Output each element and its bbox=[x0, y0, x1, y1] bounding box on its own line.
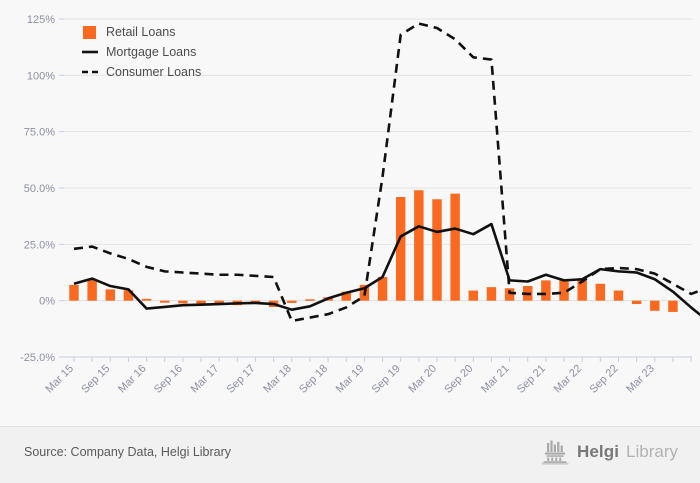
bar-retail-loans bbox=[178, 300, 188, 304]
bar-retail-loans bbox=[468, 290, 479, 301]
x-axis-tick-label: Mar 15 bbox=[43, 363, 76, 396]
x-axis-tick-label: Mar 18 bbox=[261, 363, 294, 396]
y-axis-tick-label: 0% bbox=[39, 296, 55, 308]
line-mortgage-loans bbox=[73, 222, 700, 317]
y-axis-tick-label: -25.0% bbox=[20, 352, 55, 364]
bar-retail-loans bbox=[305, 299, 315, 301]
bar-retail-loans bbox=[504, 288, 515, 301]
brand-suffix: Library bbox=[626, 442, 678, 461]
bar-retail-loans bbox=[214, 300, 224, 305]
legend-marker-retail-loans bbox=[83, 26, 96, 39]
y-axis-tick-label: 125% bbox=[27, 14, 55, 26]
bar-retail-loans bbox=[432, 199, 442, 301]
helgi-bridge-icon bbox=[540, 440, 569, 465]
legend-label[interactable]: Retail Loans bbox=[106, 25, 176, 39]
chart-footer: Source: Company Data, Helgi Library bbox=[0, 426, 700, 483]
x-axis-tick-label: Sep 16 bbox=[152, 363, 185, 396]
bar-retail-loans bbox=[141, 298, 152, 301]
bar-retail-loans bbox=[69, 284, 79, 301]
x-axis-tick-label: Sep 21 bbox=[515, 363, 548, 396]
legend-label[interactable]: Consumer Loans bbox=[106, 65, 201, 79]
bar-retail-loans bbox=[287, 300, 297, 303]
x-axis-tick-label: Sep 15 bbox=[79, 363, 112, 396]
bar-retail-loans bbox=[196, 300, 206, 304]
bar-retail-loans bbox=[395, 197, 406, 301]
bar-retail-loans bbox=[87, 279, 97, 301]
bar-retail-loans bbox=[559, 279, 569, 301]
bar-retail-loans bbox=[105, 289, 116, 301]
x-axis-tick-label: Sep 19 bbox=[370, 363, 403, 396]
source-note: Source: Company Data, Helgi Library bbox=[24, 445, 232, 459]
helgi-library-logo: Helgi Library bbox=[540, 439, 678, 465]
x-axis-tick-label: Sep 18 bbox=[297, 363, 330, 396]
bar-retail-loans bbox=[613, 290, 624, 301]
bar-retail-loans bbox=[650, 300, 660, 311]
x-axis-tick-label: Sep 22 bbox=[587, 363, 620, 396]
brand-name: Helgi bbox=[576, 442, 620, 461]
bar-retail-loans bbox=[123, 290, 134, 301]
y-axis-tick-label: 25.0% bbox=[24, 239, 55, 251]
bar-retail-loans bbox=[450, 193, 460, 301]
chart-plot-area: -25.0%0%25.0%50.0%75.0%100%125%Mar 15 Sep… bbox=[20, 14, 700, 396]
bar-retail-loans bbox=[668, 300, 678, 312]
bar-retail-loans bbox=[631, 300, 642, 305]
bar-retail-loans bbox=[341, 291, 351, 301]
x-axis-tick-label: Mar 22 bbox=[552, 363, 585, 396]
bar-retail-loans bbox=[414, 190, 424, 301]
y-axis-tick-label: 100% bbox=[27, 70, 55, 82]
x-axis-tick-label: Mar 19 bbox=[334, 363, 367, 396]
line-consumer-loans bbox=[73, 22, 700, 323]
bar-retail-loans bbox=[577, 280, 587, 301]
bar-retail-loans bbox=[377, 277, 388, 301]
x-axis-tick-label: Mar 20 bbox=[406, 363, 439, 396]
bar-retail-loans bbox=[160, 300, 170, 303]
x-axis-tick-label: Mar 23 bbox=[624, 363, 657, 396]
legend-label[interactable]: Mortgage Loans bbox=[106, 45, 196, 59]
y-axis-tick-label: 50.0% bbox=[24, 183, 55, 195]
x-axis-tick-label: Sep 17 bbox=[224, 363, 257, 396]
x-axis-tick-label: Sep 20 bbox=[442, 363, 475, 396]
bar-retail-loans bbox=[486, 287, 497, 301]
x-axis-tick-label: Mar 16 bbox=[116, 363, 149, 396]
bar-retail-loans bbox=[541, 280, 551, 301]
y-axis-tick-label: 75.0% bbox=[24, 127, 55, 139]
x-axis-tick-label: Mar 21 bbox=[479, 363, 512, 396]
bar-retail-loans bbox=[595, 283, 606, 301]
x-axis-tick-label: Mar 17 bbox=[189, 363, 222, 396]
